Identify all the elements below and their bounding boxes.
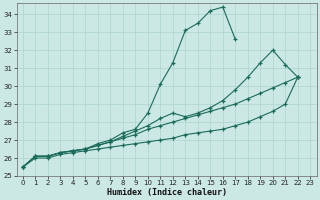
X-axis label: Humidex (Indice chaleur): Humidex (Indice chaleur)	[107, 188, 227, 197]
